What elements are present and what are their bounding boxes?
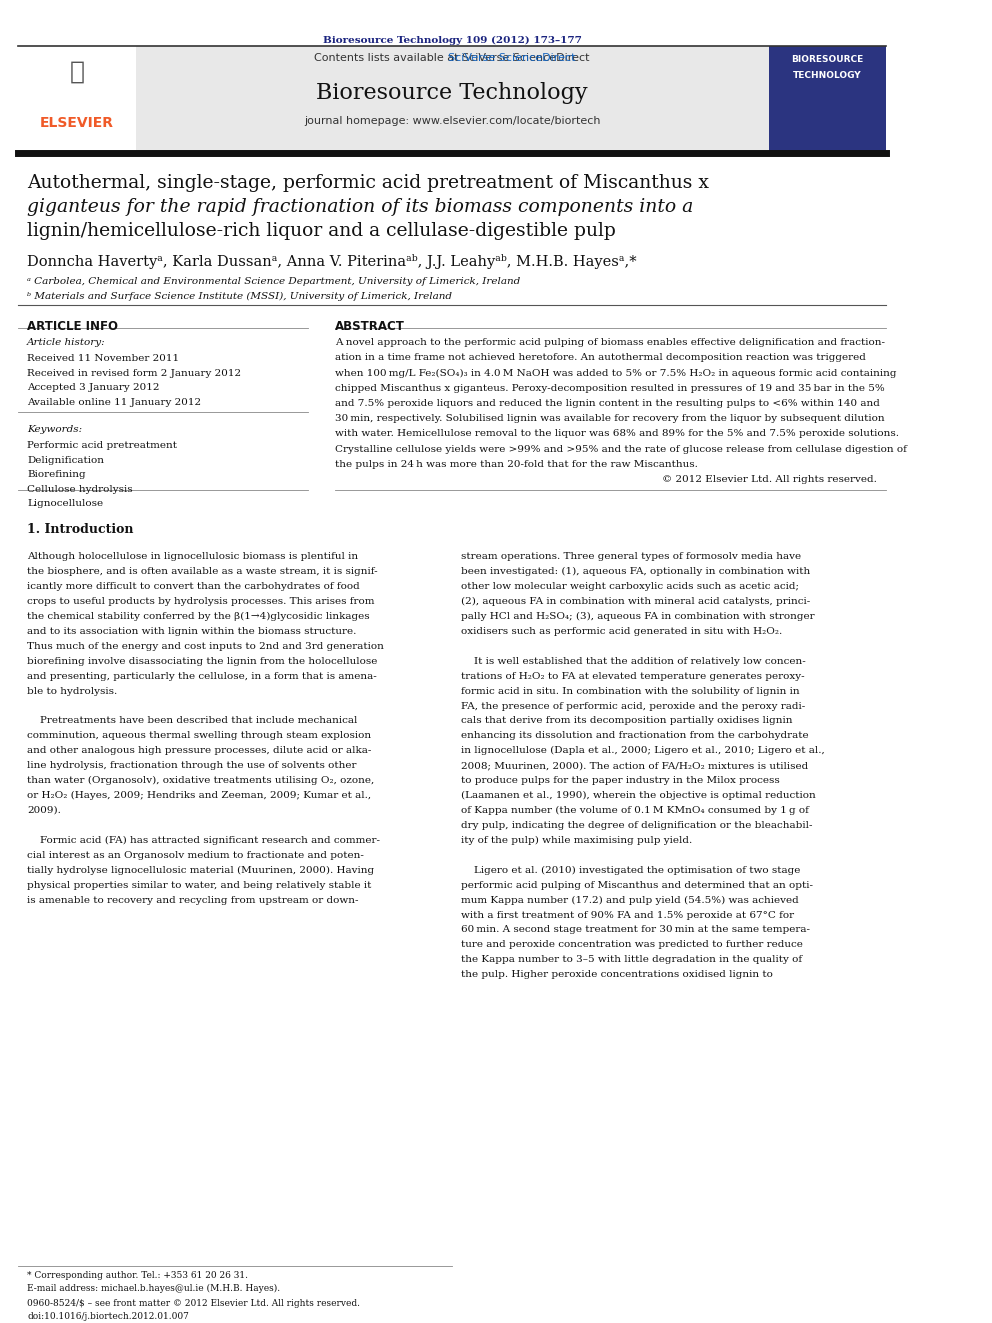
Text: Contents lists available at SciVerse ScienceDirect: Contents lists available at SciVerse Sci… xyxy=(314,53,590,64)
Text: biorefining involve disassociating the lignin from the holocellulose: biorefining involve disassociating the l… xyxy=(27,656,378,665)
Text: Biorefining: Biorefining xyxy=(27,470,85,479)
Text: oxidisers such as performic acid generated in situ with H₂O₂.: oxidisers such as performic acid generat… xyxy=(461,627,783,636)
Text: Autothermal, single-stage, performic acid pretreatment of Miscanthus x: Autothermal, single-stage, performic aci… xyxy=(27,175,709,192)
Text: trations of H₂O₂ to FA at elevated temperature generates peroxy-: trations of H₂O₂ to FA at elevated tempe… xyxy=(461,672,805,680)
Text: (Laamanen et al., 1990), wherein the objective is optimal reduction: (Laamanen et al., 1990), wherein the obj… xyxy=(461,791,816,800)
Text: and to its association with lignin within the biomass structure.: and to its association with lignin withi… xyxy=(27,627,356,636)
Text: to produce pulps for the paper industry in the Milox process: to produce pulps for the paper industry … xyxy=(461,777,780,785)
Text: ᵃ Carbolea, Chemical and Environmental Science Department, University of Limeric: ᵃ Carbolea, Chemical and Environmental S… xyxy=(27,278,521,287)
Text: Lignocellulose: Lignocellulose xyxy=(27,499,103,508)
Text: Bioresource Technology: Bioresource Technology xyxy=(316,82,588,105)
FancyBboxPatch shape xyxy=(136,46,769,152)
Text: Although holocellulose in lignocellulosic biomass is plentiful in: Although holocellulose in lignocellulosi… xyxy=(27,552,358,561)
Text: or H₂O₂ (Hayes, 2009; Hendriks and Zeeman, 2009; Kumar et al.,: or H₂O₂ (Hayes, 2009; Hendriks and Zeema… xyxy=(27,791,371,800)
Text: other low molecular weight carboxylic acids such as acetic acid;: other low molecular weight carboxylic ac… xyxy=(461,582,800,591)
Text: A novel approach to the performic acid pulping of biomass enables effective deli: A novel approach to the performic acid p… xyxy=(334,339,885,347)
Text: ARTICLE INFO: ARTICLE INFO xyxy=(27,320,118,332)
Text: lignin/hemicellulose-rich liquor and a cellulase-digestible pulp: lignin/hemicellulose-rich liquor and a c… xyxy=(27,222,616,239)
Text: mum Kappa number (17.2) and pulp yield (54.5%) was achieved: mum Kappa number (17.2) and pulp yield (… xyxy=(461,896,799,905)
Text: been investigated: (1), aqueous FA, optionally in combination with: been investigated: (1), aqueous FA, opti… xyxy=(461,568,810,577)
Text: and presenting, particularly the cellulose, in a form that is amena-: and presenting, particularly the cellulo… xyxy=(27,672,377,680)
Text: formic acid in situ. In combination with the solubility of lignin in: formic acid in situ. In combination with… xyxy=(461,687,800,696)
Text: ble to hydrolysis.: ble to hydrolysis. xyxy=(27,687,117,696)
Text: the pulps in 24 h was more than 20-fold that for the raw Miscanthus.: the pulps in 24 h was more than 20-fold … xyxy=(334,460,697,468)
Text: Thus much of the energy and cost inputs to 2nd and 3rd generation: Thus much of the energy and cost inputs … xyxy=(27,642,384,651)
Text: Donncha Havertyᵃ, Karla Dussanᵃ, Anna V. Piterinaᵃᵇ, J.J. Leahyᵃᵇ, M.H.B. Hayesᵃ: Donncha Havertyᵃ, Karla Dussanᵃ, Anna V.… xyxy=(27,254,637,269)
Text: TECHNOLOGY: TECHNOLOGY xyxy=(794,71,862,81)
Text: Received 11 November 2011: Received 11 November 2011 xyxy=(27,355,180,363)
Text: Ligero et al. (2010) investigated the optimisation of two stage: Ligero et al. (2010) investigated the op… xyxy=(461,865,801,875)
Text: doi:10.1016/j.biortech.2012.01.007: doi:10.1016/j.biortech.2012.01.007 xyxy=(27,1312,189,1320)
Text: Available online 11 January 2012: Available online 11 January 2012 xyxy=(27,398,201,406)
Text: when 100 mg/L Fe₂(SO₄)₃ in 4.0 M NaOH was added to 5% or 7.5% H₂O₂ in aqueous fo: when 100 mg/L Fe₂(SO₄)₃ in 4.0 M NaOH wa… xyxy=(334,369,896,378)
Text: with a first treatment of 90% FA and 1.5% peroxide at 67°C for: with a first treatment of 90% FA and 1.5… xyxy=(461,910,795,919)
Text: physical properties similar to water, and being relatively stable it: physical properties similar to water, an… xyxy=(27,881,372,889)
Text: Formic acid (FA) has attracted significant research and commer-: Formic acid (FA) has attracted significa… xyxy=(27,836,380,845)
Text: than water (Organosolv), oxidative treatments utilising O₂, ozone,: than water (Organosolv), oxidative treat… xyxy=(27,777,374,786)
FancyBboxPatch shape xyxy=(18,46,136,152)
Text: ture and peroxide concentration was predicted to further reduce: ture and peroxide concentration was pred… xyxy=(461,941,804,950)
Text: BIORESOURCE: BIORESOURCE xyxy=(792,56,864,65)
Text: performic acid pulping of Miscanthus and determined that an opti-: performic acid pulping of Miscanthus and… xyxy=(461,881,813,889)
Text: journal homepage: www.elsevier.com/locate/biortech: journal homepage: www.elsevier.com/locat… xyxy=(304,116,600,126)
Text: * Corresponding author. Tel.: +353 61 20 26 31.: * Corresponding author. Tel.: +353 61 20… xyxy=(27,1271,248,1279)
Text: chipped Miscanthus x giganteus. Peroxy-decomposition resulted in pressures of 19: chipped Miscanthus x giganteus. Peroxy-d… xyxy=(334,384,885,393)
Text: SciVerse ScienceDirect: SciVerse ScienceDirect xyxy=(329,53,575,64)
Text: Performic acid pretreatment: Performic acid pretreatment xyxy=(27,442,178,450)
Text: stream operations. Three general types of formosolv media have: stream operations. Three general types o… xyxy=(461,552,802,561)
Text: (2), aqueous FA in combination with mineral acid catalysts, princi-: (2), aqueous FA in combination with mine… xyxy=(461,597,810,606)
Text: 30 min, respectively. Solubilised lignin was available for recovery from the liq: 30 min, respectively. Solubilised lignin… xyxy=(334,414,884,423)
Text: 🌳: 🌳 xyxy=(69,60,84,83)
Text: 1. Introduction: 1. Introduction xyxy=(27,523,134,536)
Text: comminution, aqueous thermal swelling through steam explosion: comminution, aqueous thermal swelling th… xyxy=(27,732,371,741)
Text: Received in revised form 2 January 2012: Received in revised form 2 January 2012 xyxy=(27,369,241,377)
Text: with water. Hemicellulose removal to the liquor was 68% and 89% for the 5% and 7: with water. Hemicellulose removal to the… xyxy=(334,430,899,438)
Text: tially hydrolyse lignocellulosic material (Muurinen, 2000). Having: tially hydrolyse lignocellulosic materia… xyxy=(27,865,374,875)
Text: ity of the pulp) while maximising pulp yield.: ity of the pulp) while maximising pulp y… xyxy=(461,836,692,845)
Text: giganteus for the rapid fractionation of its biomass components into a: giganteus for the rapid fractionation of… xyxy=(27,198,693,216)
Text: © 2012 Elsevier Ltd. All rights reserved.: © 2012 Elsevier Ltd. All rights reserved… xyxy=(663,475,877,484)
Text: the Kappa number to 3–5 with little degradation in the quality of: the Kappa number to 3–5 with little degr… xyxy=(461,955,803,964)
Text: pally HCl and H₂SO₄; (3), aqueous FA in combination with stronger: pally HCl and H₂SO₄; (3), aqueous FA in … xyxy=(461,613,814,620)
Text: Cellulose hydrolysis: Cellulose hydrolysis xyxy=(27,484,133,493)
Text: ation in a time frame not achieved heretofore. An autothermal decomposition reac: ation in a time frame not achieved heret… xyxy=(334,353,866,363)
Text: 60 min. A second stage treatment for 30 min at the same tempera-: 60 min. A second stage treatment for 30 … xyxy=(461,926,810,934)
Text: Bioresource Technology 109 (2012) 173–177: Bioresource Technology 109 (2012) 173–17… xyxy=(322,36,581,45)
Text: 2009).: 2009). xyxy=(27,806,62,815)
Text: ᵇ Materials and Surface Science Institute (MSSI), University of Limerick, Irelan: ᵇ Materials and Surface Science Institut… xyxy=(27,292,452,302)
Text: Accepted 3 January 2012: Accepted 3 January 2012 xyxy=(27,384,160,392)
Text: Pretreatments have been described that include mechanical: Pretreatments have been described that i… xyxy=(27,717,357,725)
Text: icantly more difficult to convert than the carbohydrates of food: icantly more difficult to convert than t… xyxy=(27,582,360,591)
Text: E-mail address: michael.b.hayes@ul.ie (M.H.B. Hayes).: E-mail address: michael.b.hayes@ul.ie (M… xyxy=(27,1285,281,1294)
Text: FA, the presence of performic acid, peroxide and the peroxy radi-: FA, the presence of performic acid, pero… xyxy=(461,701,806,710)
Text: the chemical stability conferred by the β(1→4)glycosidic linkages: the chemical stability conferred by the … xyxy=(27,613,370,620)
Text: enhancing its dissolution and fractionation from the carbohydrate: enhancing its dissolution and fractionat… xyxy=(461,732,808,741)
Text: Article history:: Article history: xyxy=(27,339,106,347)
FancyBboxPatch shape xyxy=(769,46,887,152)
Text: and other analogous high pressure processes, dilute acid or alka-: and other analogous high pressure proces… xyxy=(27,746,372,755)
Text: and 7.5% peroxide liquors and reduced the lignin content in the resulting pulps : and 7.5% peroxide liquors and reduced th… xyxy=(334,400,880,407)
Text: dry pulp, indicating the degree of delignification or the bleachabil-: dry pulp, indicating the degree of delig… xyxy=(461,822,812,830)
Text: is amenable to recovery and recycling from upstream or down-: is amenable to recovery and recycling fr… xyxy=(27,896,359,905)
Text: Keywords:: Keywords: xyxy=(27,426,82,434)
Text: ELSEVIER: ELSEVIER xyxy=(40,116,114,130)
Text: It is well established that the addition of relatively low concen-: It is well established that the addition… xyxy=(461,656,806,665)
Text: line hydrolysis, fractionation through the use of solvents other: line hydrolysis, fractionation through t… xyxy=(27,761,357,770)
Text: ABSTRACT: ABSTRACT xyxy=(334,320,405,332)
Text: in lignocellulose (Dapla et al., 2000; Ligero et al., 2010; Ligero et al.,: in lignocellulose (Dapla et al., 2000; L… xyxy=(461,746,825,755)
Text: crops to useful products by hydrolysis processes. This arises from: crops to useful products by hydrolysis p… xyxy=(27,597,375,606)
Text: 2008; Muurinen, 2000). The action of FA/H₂O₂ mixtures is utilised: 2008; Muurinen, 2000). The action of FA/… xyxy=(461,761,808,770)
Text: Delignification: Delignification xyxy=(27,456,104,464)
Text: of Kappa number (the volume of 0.1 M KMnO₄ consumed by 1 g of: of Kappa number (the volume of 0.1 M KMn… xyxy=(461,806,809,815)
Text: cals that derive from its decomposition partially oxidises lignin: cals that derive from its decomposition … xyxy=(461,717,793,725)
Text: the biosphere, and is often available as a waste stream, it is signif-: the biosphere, and is often available as… xyxy=(27,568,378,576)
Text: cial interest as an Organosolv medium to fractionate and poten-: cial interest as an Organosolv medium to… xyxy=(27,851,364,860)
Text: the pulp. Higher peroxide concentrations oxidised lignin to: the pulp. Higher peroxide concentrations… xyxy=(461,970,773,979)
Text: 0960-8524/$ – see front matter © 2012 Elsevier Ltd. All rights reserved.: 0960-8524/$ – see front matter © 2012 El… xyxy=(27,1299,360,1307)
Text: Crystalline cellulose yields were >99% and >95% and the rate of glucose release : Crystalline cellulose yields were >99% a… xyxy=(334,445,907,454)
